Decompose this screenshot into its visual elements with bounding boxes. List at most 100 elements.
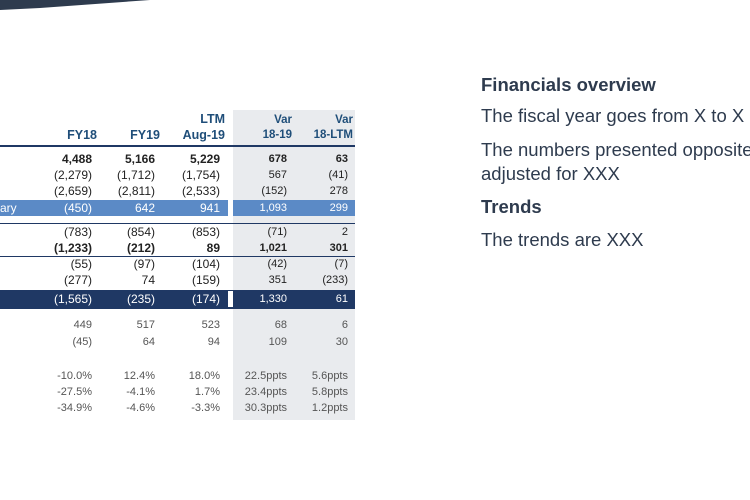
table-cell: 22.5ppts [244,370,287,382]
table-cell: 5.6ppts [311,370,348,382]
table-cell: 30 [335,336,348,348]
table-cell: 517 [136,319,155,331]
table-cell: 1,330 [259,293,287,305]
table-cell: 61 [335,293,348,305]
table-cell: 642 [134,201,155,215]
table-cell: (277) [63,273,92,287]
table-row: (2,279) (1,712) (1,754) 567 (41) [0,167,355,183]
table-cell: 1.7% [194,386,220,398]
table-cell: (2,659) [53,184,92,198]
header-fy18: FY18 [67,128,97,142]
table-cell: 23.4ppts [244,386,287,398]
table-cell: 89 [206,241,220,255]
table-cell: (233) [322,274,348,286]
table-row: (277) 74 (159) 351 (233) [0,272,355,288]
table-cell: 74 [141,273,155,287]
table-cell: 567 [268,169,287,181]
table-cell: (783) [63,225,92,239]
table-cell: 5,166 [124,152,155,166]
header-ltm: LTM [200,112,225,126]
heading-financials-overview: Financials overview [481,74,656,95]
table-cell: (2,279) [53,168,92,182]
fiscal-year-text: The fiscal year goes from X to X [481,105,745,126]
table-row: (1,565) (235) (174) 1,330 61 [0,291,355,307]
table-cell: (853) [191,225,220,239]
table-cell: (7) [334,258,348,270]
row-rule [0,256,355,257]
numbers-text-line2: adjusted for XXX [481,163,620,184]
table-cell: 301 [329,242,348,254]
table-cell: (854) [126,225,155,239]
band-gap [228,291,233,307]
table-row: 449 517 523 68 6 [0,317,355,333]
table-cell: 1.2ppts [311,402,348,414]
table-cell: (235) [126,292,155,306]
table-cell: 18.0% [188,370,220,382]
header-var-18-19: 18-19 [262,129,292,141]
table-cell: (1,754) [181,168,220,182]
table-cell: (97) [133,257,155,271]
table-cell: 449 [73,319,92,331]
table-cell: 1,021 [259,242,287,254]
table-cell: (174) [191,292,220,306]
table-cell: 1,093 [259,202,287,214]
table-cell: 5.8ppts [311,386,348,398]
header-var-18-ltm: 18-LTM [313,129,353,141]
table-cell: (55) [70,257,92,271]
trends-text: The trends are XXX [481,229,644,250]
table-row: ary (450) 642 941 1,093 299 [0,200,355,216]
table-cell: 523 [201,319,220,331]
variance-columns-background [233,110,355,420]
table-row: -27.5% -4.1% 1.7% 23.4ppts 5.8ppts [0,384,355,400]
heading-trends: Trends [481,196,542,217]
table-cell: 6 [341,319,348,331]
table-cell: (159) [191,273,220,287]
table-cell: (45) [72,336,92,348]
table-cell: (1,565) [53,292,92,306]
table-cell: 64 [142,336,155,348]
table-cell: -10.0% [57,370,92,382]
header-var-2: Var [335,114,353,126]
table-cell: (2,533) [181,184,220,198]
table-cell: -3.3% [191,402,220,414]
header-decoration [0,0,150,10]
table-cell: 94 [207,336,220,348]
table-cell: -4.1% [126,386,155,398]
header-aug19: Aug-19 [182,128,225,142]
table-row: (55) (97) (104) (42) (7) [0,256,355,272]
table-cell: -4.6% [126,402,155,414]
table-row: (1,233) (212) 89 1,021 301 [0,240,355,256]
table-row: -34.9% -4.6% -3.3% 30.3ppts 1.2ppts [0,400,355,416]
row-rule [0,307,355,309]
table-row: (2,659) (2,811) (2,533) (152) 278 [0,183,355,199]
table-cell: (1,712) [116,168,155,182]
table-row: 4,488 5,166 5,229 678 63 [0,151,355,167]
table-row: (45) 64 94 109 30 [0,334,355,350]
table-cell: -27.5% [57,386,92,398]
table-cell: 351 [268,274,287,286]
table-cell: (2,811) [117,184,155,198]
table-cell: 30.3ppts [244,402,287,414]
table-cell: 109 [268,336,287,348]
band-gap [228,200,233,216]
table-row: (783) (854) (853) (71) 2 [0,224,355,240]
row-rule [0,290,355,291]
table-cell: (104) [191,257,220,271]
table-cell: 678 [268,153,287,165]
table-cell: 12.4% [123,370,155,382]
table-cell: 278 [329,185,348,197]
sidebar-text: Financials overview The fiscal year goes… [481,70,750,252]
table-cell: 68 [274,319,287,331]
numbers-text-line1: The numbers presented opposite [481,139,750,160]
row-rule [0,223,355,224]
table-cell: (41) [328,169,348,181]
table-cell: 63 [335,153,348,165]
table-cell: 5,229 [189,152,220,166]
table-cell: (1,233) [53,241,92,255]
row-label: ary [0,201,17,215]
table-cell: (450) [63,201,92,215]
table-cell: (71) [267,226,287,238]
header-rule [0,145,355,147]
table-cell: 941 [199,201,220,215]
table-cell: (212) [126,241,155,255]
